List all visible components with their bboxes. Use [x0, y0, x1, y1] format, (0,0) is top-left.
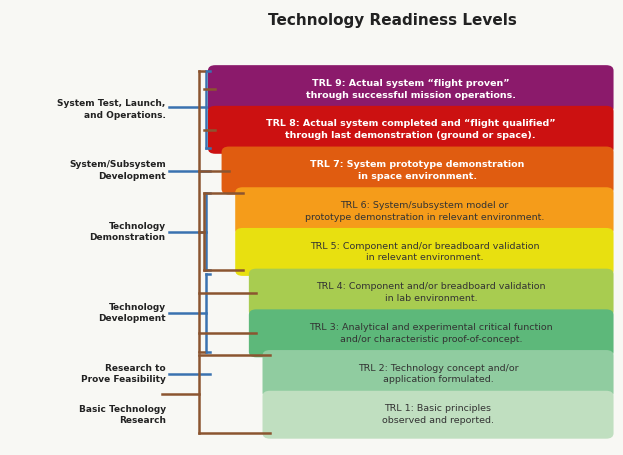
Text: TRL 8: Actual system completed and “flight qualified”
through last demonstration: TRL 8: Actual system completed and “flig… — [266, 119, 556, 140]
Text: TRL 1: Basic principles
observed and reported.: TRL 1: Basic principles observed and rep… — [382, 404, 494, 425]
Text: TRL 9: Actual system “flight proven”
through successful mission operations.: TRL 9: Actual system “flight proven” thr… — [306, 79, 516, 100]
Text: Technology
Development: Technology Development — [98, 303, 166, 323]
FancyBboxPatch shape — [208, 65, 614, 113]
FancyBboxPatch shape — [235, 187, 614, 235]
Text: TRL 2: Technology concept and/or
application formulated.: TRL 2: Technology concept and/or applica… — [358, 364, 518, 384]
FancyBboxPatch shape — [262, 350, 614, 398]
FancyBboxPatch shape — [235, 228, 614, 276]
FancyBboxPatch shape — [262, 391, 614, 439]
Text: TRL 6: System/subsystem model or
prototype demonstration in relevant environment: TRL 6: System/subsystem model or prototy… — [305, 201, 544, 222]
Text: TRL 4: Component and/or breadboard validation
in lab environment.: TRL 4: Component and/or breadboard valid… — [316, 282, 546, 303]
Text: Technology
Demonstration: Technology Demonstration — [90, 222, 166, 242]
Text: System Test, Launch,
and Operations.: System Test, Launch, and Operations. — [57, 100, 166, 120]
FancyBboxPatch shape — [249, 309, 614, 357]
Text: System/Subsystem
Development: System/Subsystem Development — [69, 161, 166, 181]
FancyBboxPatch shape — [208, 106, 614, 154]
Text: Technology Readiness Levels: Technology Readiness Levels — [268, 13, 516, 28]
FancyBboxPatch shape — [249, 268, 614, 317]
Text: TRL 5: Component and/or breadboard validation
in relevant environment.: TRL 5: Component and/or breadboard valid… — [310, 242, 539, 263]
FancyBboxPatch shape — [222, 147, 614, 194]
Text: Basic Technology
Research: Basic Technology Research — [78, 404, 166, 425]
Text: Research to
Prove Feasibility: Research to Prove Feasibility — [81, 364, 166, 384]
Text: TRL 3: Analytical and experimental critical function
and/or characteristic proof: TRL 3: Analytical and experimental criti… — [310, 323, 553, 344]
Text: TRL 7: System prototype demonstration
in space environment.: TRL 7: System prototype demonstration in… — [310, 160, 525, 181]
